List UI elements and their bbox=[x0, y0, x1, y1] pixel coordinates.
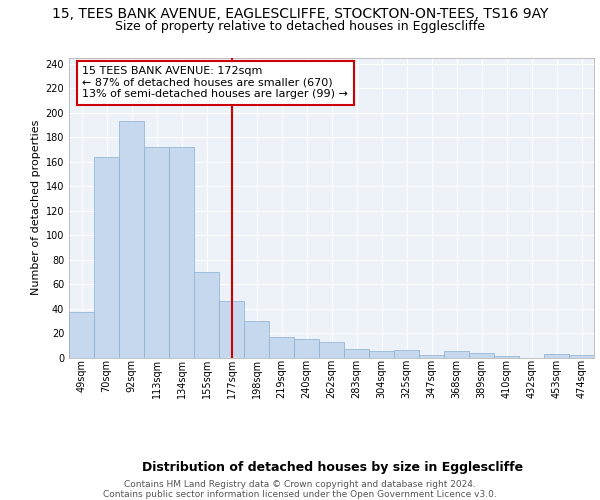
Bar bbox=[469, 352, 494, 358]
Bar bbox=[94, 156, 119, 358]
Bar bbox=[394, 350, 419, 358]
Bar bbox=[219, 301, 244, 358]
Bar bbox=[269, 336, 294, 357]
Bar bbox=[444, 352, 469, 358]
Bar bbox=[194, 272, 219, 358]
Y-axis label: Number of detached properties: Number of detached properties bbox=[31, 120, 41, 295]
Bar bbox=[369, 352, 394, 358]
Text: Contains HM Land Registry data © Crown copyright and database right 2024.
Contai: Contains HM Land Registry data © Crown c… bbox=[103, 480, 497, 499]
Bar bbox=[419, 355, 444, 358]
Bar bbox=[319, 342, 344, 357]
Bar bbox=[169, 147, 194, 358]
Text: Size of property relative to detached houses in Egglescliffe: Size of property relative to detached ho… bbox=[115, 20, 485, 33]
Bar bbox=[544, 354, 569, 358]
Bar bbox=[569, 355, 594, 358]
Bar bbox=[69, 312, 94, 358]
Bar bbox=[294, 339, 319, 357]
Bar bbox=[344, 349, 369, 358]
Bar bbox=[244, 321, 269, 358]
Text: 15 TEES BANK AVENUE: 172sqm
← 87% of detached houses are smaller (670)
13% of se: 15 TEES BANK AVENUE: 172sqm ← 87% of det… bbox=[82, 66, 348, 100]
Text: 15, TEES BANK AVENUE, EAGLESCLIFFE, STOCKTON-ON-TEES, TS16 9AY: 15, TEES BANK AVENUE, EAGLESCLIFFE, STOC… bbox=[52, 8, 548, 22]
Bar bbox=[144, 147, 169, 358]
Bar bbox=[119, 121, 144, 358]
Text: Distribution of detached houses by size in Egglescliffe: Distribution of detached houses by size … bbox=[142, 461, 524, 474]
Bar bbox=[494, 356, 519, 358]
